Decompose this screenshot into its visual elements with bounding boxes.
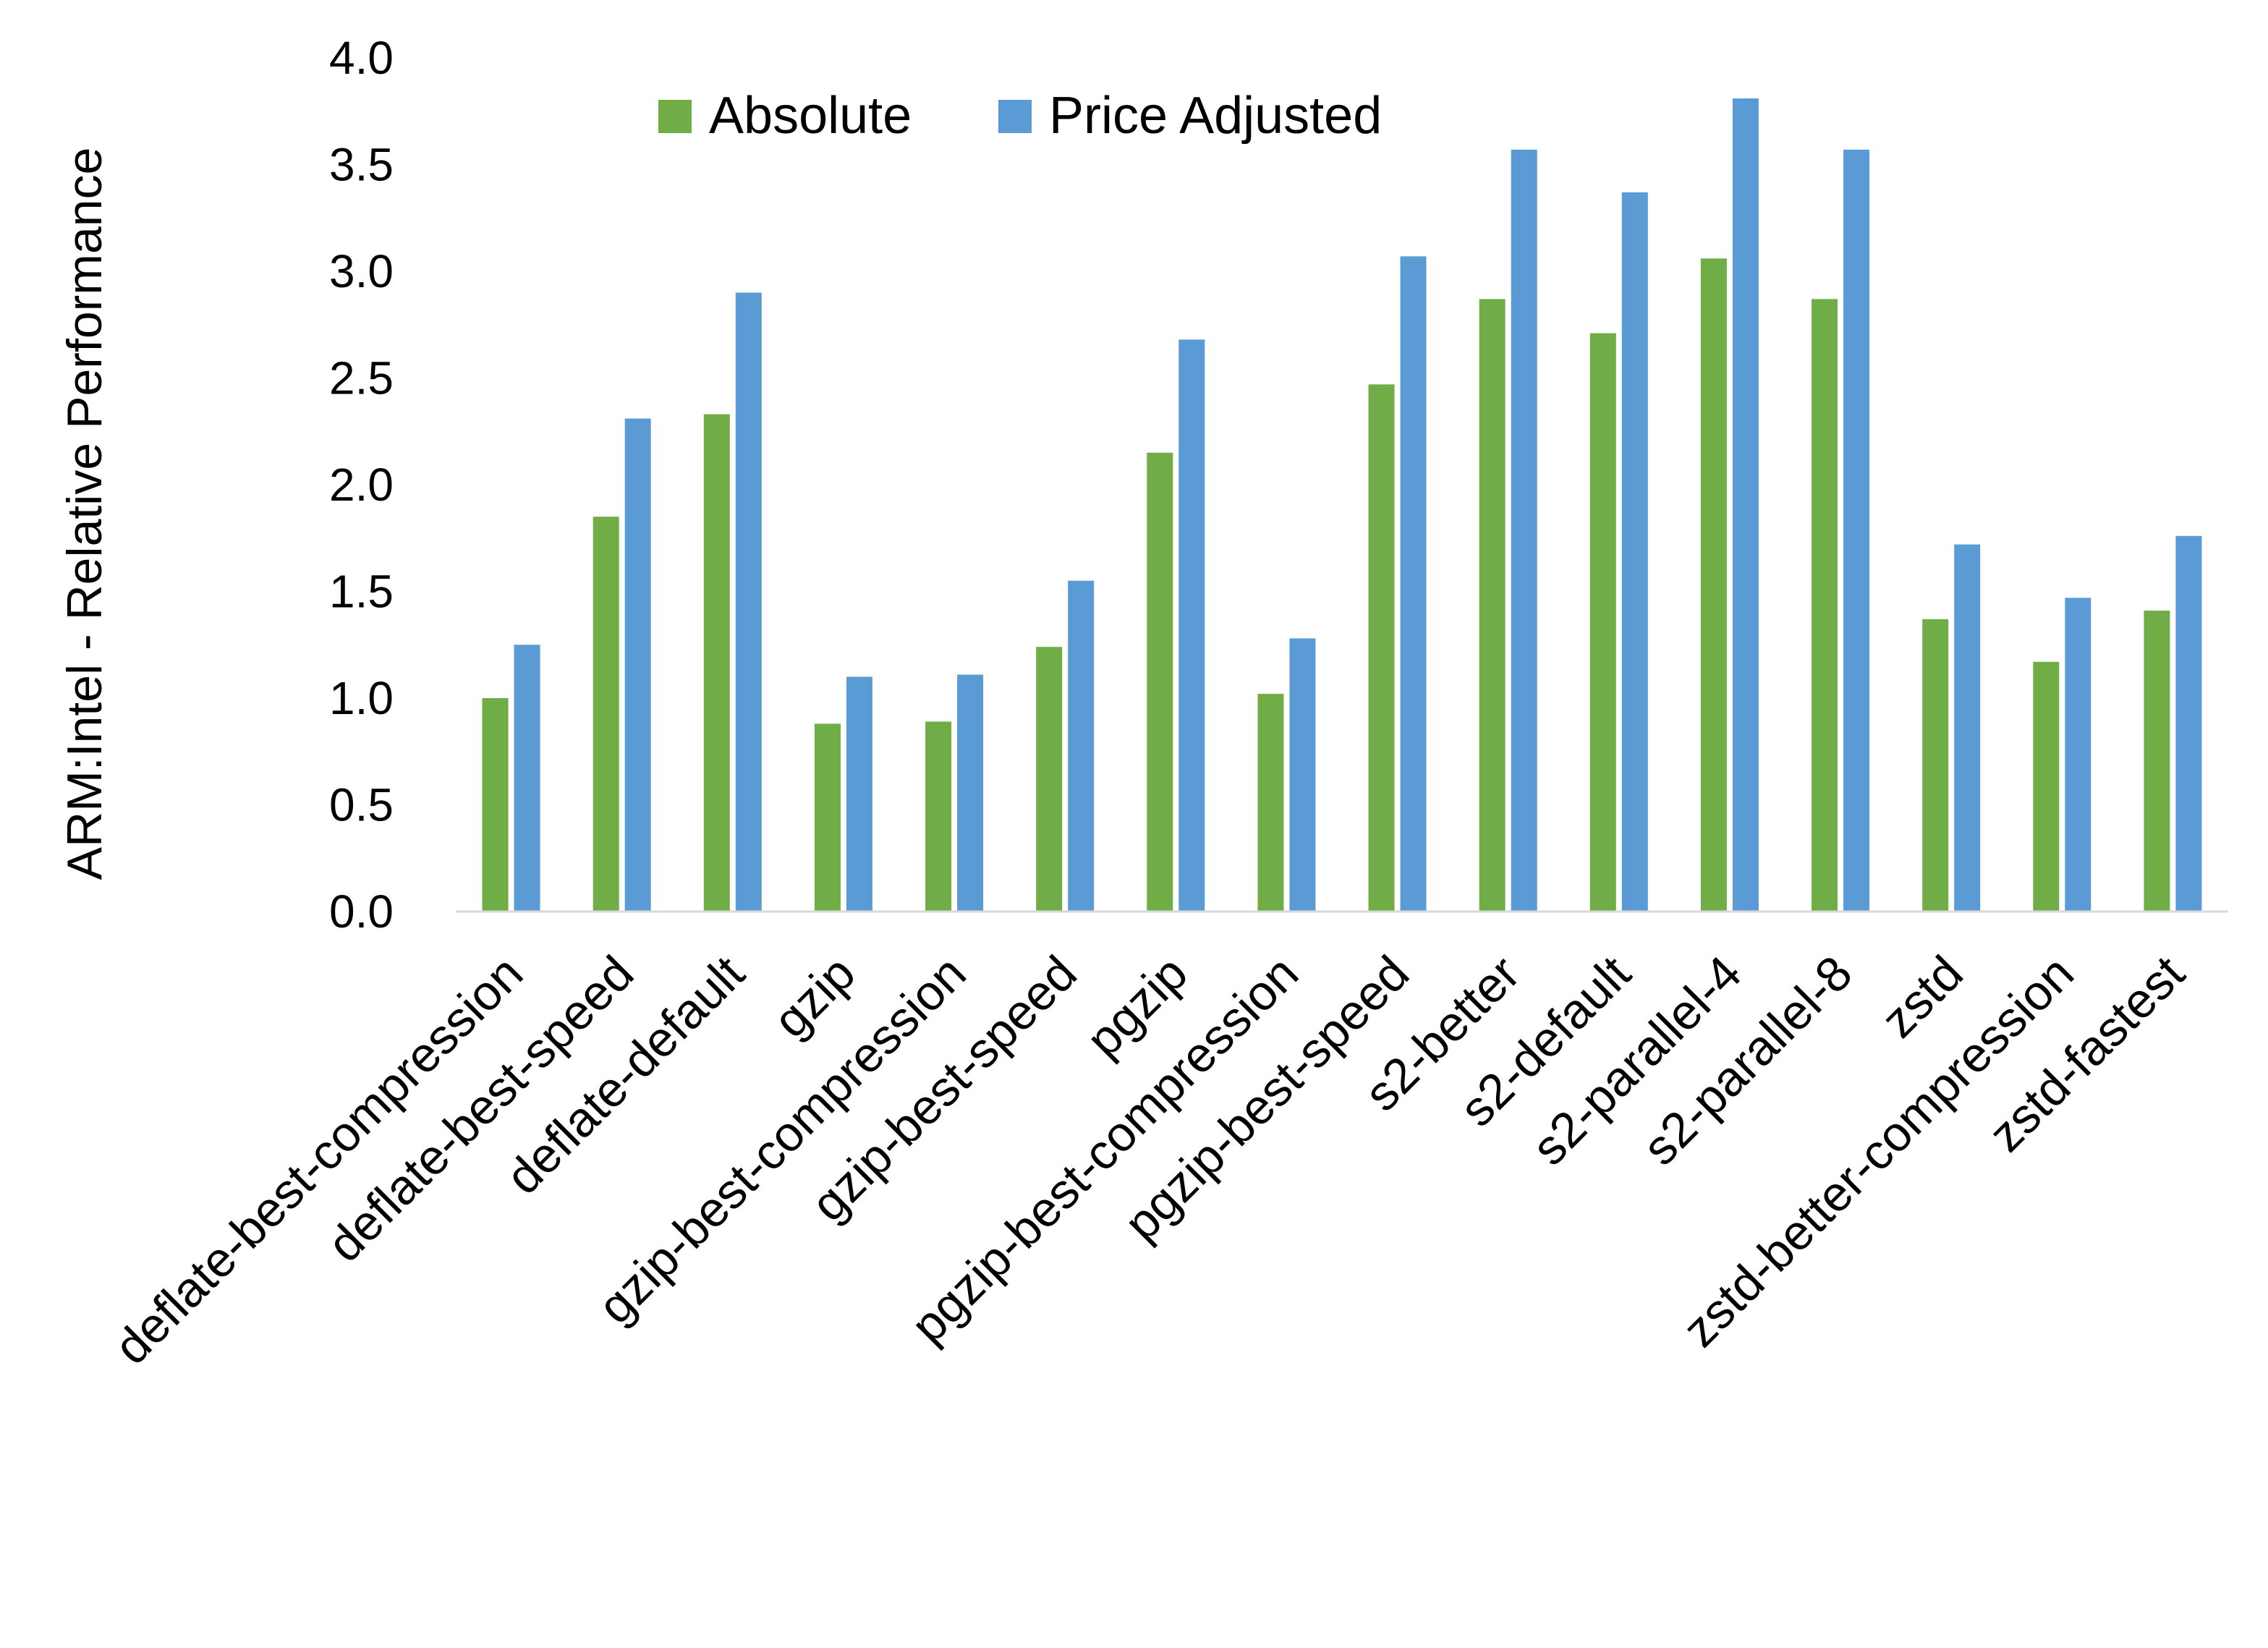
y-axis-title: ARM:Intel - Relative Performance — [57, 148, 112, 880]
legend-label-1: Price Adjusted — [1049, 87, 1382, 145]
bar-absolute-gzip — [814, 723, 841, 912]
bar-price-adjusted-pgzip — [1178, 339, 1205, 912]
bar-price-adjusted-deflate-best-speed — [624, 418, 651, 912]
bar-price-adjusted-deflate-best-compression — [514, 645, 540, 912]
bar-price-adjusted-s2-parallel-4 — [1732, 98, 1759, 912]
bar-absolute-zstd-fastest — [2144, 611, 2170, 912]
y-tick-label: 0.5 — [329, 779, 394, 831]
bar-price-adjusted-zstd-fastest — [2175, 535, 2202, 912]
legend-label-0: Absolute — [709, 87, 912, 145]
y-tick-label: 4.0 — [329, 32, 394, 84]
bar-absolute-gzip-best-speed — [1036, 647, 1063, 912]
x-axis-labels: deflate-best-compressiondeflate-best-spe… — [104, 946, 2196, 1375]
y-tick-label: 2.5 — [329, 352, 394, 404]
y-tick-label: 1.5 — [329, 566, 394, 618]
y-tick-label: 2.0 — [329, 459, 394, 511]
bar-absolute-s2-parallel-4 — [1700, 258, 1727, 912]
bar-price-adjusted-pgzip-best-speed — [1400, 256, 1427, 912]
bar-price-adjusted-gzip-best-speed — [1068, 580, 1095, 912]
y-tick-label: 0.0 — [329, 885, 394, 938]
legend-swatch-0 — [658, 100, 692, 133]
bars — [482, 98, 2202, 912]
y-axis-ticks: 0.0 0.5 1.0 1.5 2.0 2.5 3.0 3.5 4.0 — [329, 32, 394, 938]
y-tick-label: 3.5 — [329, 139, 394, 191]
bar-price-adjusted-s2-better — [1511, 149, 1537, 912]
bar-absolute-deflate-default — [703, 414, 730, 912]
bar-price-adjusted-zstd — [1954, 544, 1981, 912]
bar-price-adjusted-gzip-best-compression — [957, 674, 984, 912]
bar-absolute-pgzip-best-compression — [1257, 694, 1284, 912]
bar-absolute-pgzip-best-speed — [1368, 384, 1395, 912]
y-tick-label: 3.0 — [329, 245, 394, 297]
bar-absolute-s2-parallel-8 — [1812, 299, 1838, 912]
bar-price-adjusted-s2-parallel-8 — [1843, 149, 1870, 912]
legend: Absolute Price Adjusted — [658, 87, 1382, 145]
bar-price-adjusted-pgzip-best-compression — [1289, 638, 1316, 912]
bar-absolute-deflate-best-speed — [593, 517, 619, 912]
y-tick-label: 1.0 — [329, 672, 394, 724]
bar-absolute-gzip-best-compression — [925, 721, 952, 912]
x-tick-label: deflate-best-compression — [104, 946, 534, 1375]
bar-absolute-s2-default — [1589, 333, 1616, 912]
bar-absolute-pgzip — [1147, 452, 1173, 912]
bar-absolute-zstd-better-compression — [2033, 661, 2060, 912]
bar-absolute-s2-better — [1479, 299, 1505, 912]
bar-price-adjusted-gzip — [846, 676, 872, 912]
bar-absolute-deflate-best-compression — [482, 698, 509, 912]
bar-price-adjusted-deflate-default — [735, 292, 762, 912]
bar-price-adjusted-zstd-better-compression — [2065, 598, 2091, 912]
legend-swatch-1 — [998, 100, 1032, 133]
bar-price-adjusted-s2-default — [1621, 192, 1648, 912]
bar-absolute-zstd — [1922, 619, 1949, 912]
